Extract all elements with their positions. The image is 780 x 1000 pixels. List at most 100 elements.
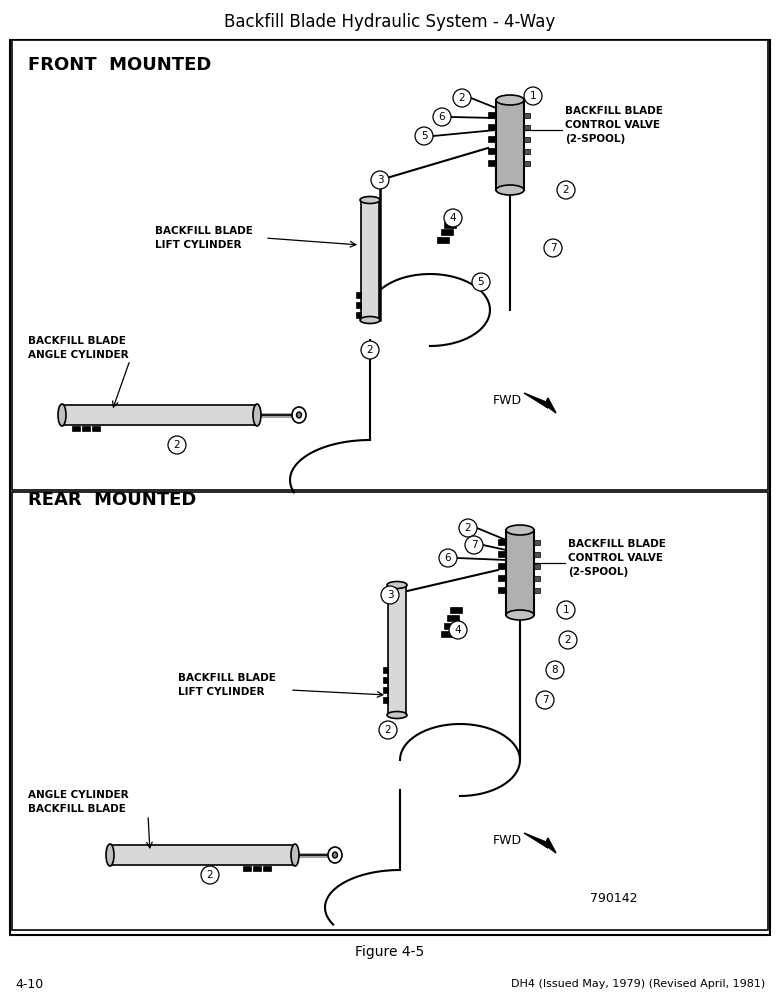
Bar bbox=[441, 229, 453, 235]
Circle shape bbox=[472, 273, 490, 291]
Text: 1: 1 bbox=[562, 605, 569, 615]
Circle shape bbox=[557, 601, 575, 619]
Bar bbox=[356, 292, 361, 298]
Text: 2: 2 bbox=[207, 870, 213, 880]
Bar bbox=[447, 215, 459, 221]
Text: 6: 6 bbox=[438, 112, 445, 122]
Bar bbox=[498, 575, 506, 581]
Circle shape bbox=[465, 536, 483, 554]
Text: BACKFILL BLADE
LIFT CYLINDER: BACKFILL BLADE LIFT CYLINDER bbox=[178, 673, 276, 697]
Text: BACKFILL BLADE
ANGLE CYLINDER: BACKFILL BLADE ANGLE CYLINDER bbox=[28, 336, 129, 360]
Bar bbox=[488, 124, 496, 130]
Circle shape bbox=[557, 181, 575, 199]
Circle shape bbox=[544, 239, 562, 257]
Bar bbox=[524, 161, 530, 166]
Text: Figure 4-5: Figure 4-5 bbox=[356, 945, 424, 959]
Bar bbox=[488, 112, 496, 118]
Text: 2: 2 bbox=[459, 93, 466, 103]
Text: 4: 4 bbox=[455, 625, 461, 635]
Circle shape bbox=[415, 127, 433, 145]
Text: 5: 5 bbox=[420, 131, 427, 141]
Bar bbox=[534, 576, 540, 581]
Bar bbox=[441, 631, 453, 637]
Bar bbox=[12, 40, 768, 490]
Bar bbox=[488, 160, 496, 166]
Bar bbox=[356, 302, 361, 308]
Ellipse shape bbox=[296, 412, 302, 418]
Text: 1: 1 bbox=[530, 91, 537, 101]
Text: 4-10: 4-10 bbox=[15, 978, 43, 990]
Bar bbox=[488, 136, 496, 142]
Bar bbox=[534, 564, 540, 569]
Bar bbox=[12, 492, 768, 930]
Bar bbox=[524, 137, 530, 142]
Bar bbox=[488, 148, 496, 154]
Text: FRONT  MOUNTED: FRONT MOUNTED bbox=[28, 56, 211, 74]
Ellipse shape bbox=[58, 404, 66, 426]
Bar bbox=[444, 623, 456, 629]
Text: 7: 7 bbox=[470, 540, 477, 550]
Text: 2: 2 bbox=[367, 345, 374, 355]
Ellipse shape bbox=[387, 582, 407, 588]
Text: BACKFILL BLADE
LIFT CYLINDER: BACKFILL BLADE LIFT CYLINDER bbox=[155, 226, 253, 250]
Ellipse shape bbox=[328, 847, 342, 863]
Text: 2: 2 bbox=[174, 440, 180, 450]
Text: 2: 2 bbox=[385, 725, 392, 735]
Circle shape bbox=[439, 549, 457, 567]
Text: ANGLE CYLINDER
BACKFILL BLADE: ANGLE CYLINDER BACKFILL BLADE bbox=[28, 790, 129, 814]
Bar bbox=[383, 667, 388, 673]
Ellipse shape bbox=[360, 316, 380, 324]
Ellipse shape bbox=[506, 610, 534, 620]
Bar bbox=[253, 866, 261, 871]
Text: 6: 6 bbox=[445, 553, 452, 563]
Bar bbox=[498, 587, 506, 593]
Text: 2: 2 bbox=[465, 523, 471, 533]
Bar bbox=[524, 149, 530, 154]
Bar bbox=[361, 200, 379, 320]
Bar bbox=[498, 551, 506, 557]
Circle shape bbox=[546, 661, 564, 679]
Circle shape bbox=[433, 108, 451, 126]
Ellipse shape bbox=[253, 404, 261, 426]
Bar bbox=[383, 677, 388, 683]
Text: 3: 3 bbox=[377, 175, 383, 185]
Bar bbox=[110, 845, 295, 865]
Text: 8: 8 bbox=[551, 665, 558, 675]
Bar bbox=[437, 237, 449, 243]
Text: 2: 2 bbox=[565, 635, 571, 645]
Text: 4: 4 bbox=[450, 213, 456, 223]
Bar bbox=[496, 100, 524, 190]
Ellipse shape bbox=[506, 525, 534, 535]
Circle shape bbox=[559, 631, 577, 649]
Ellipse shape bbox=[106, 844, 114, 866]
Ellipse shape bbox=[291, 844, 299, 866]
Bar bbox=[534, 588, 540, 593]
Circle shape bbox=[449, 621, 467, 639]
Circle shape bbox=[371, 171, 389, 189]
Circle shape bbox=[201, 866, 219, 884]
Bar bbox=[383, 697, 388, 703]
Text: 790142: 790142 bbox=[590, 892, 637, 904]
Text: 2: 2 bbox=[562, 185, 569, 195]
Bar bbox=[10, 40, 770, 935]
Bar bbox=[383, 687, 388, 693]
Text: FWD: FWD bbox=[493, 393, 522, 406]
Circle shape bbox=[381, 586, 399, 604]
Circle shape bbox=[379, 721, 397, 739]
Bar bbox=[82, 426, 90, 431]
Polygon shape bbox=[524, 833, 556, 853]
Bar bbox=[62, 405, 257, 425]
Text: 7: 7 bbox=[550, 243, 556, 253]
Ellipse shape bbox=[332, 852, 338, 858]
Circle shape bbox=[459, 519, 477, 537]
Bar bbox=[92, 426, 100, 431]
Text: 5: 5 bbox=[477, 277, 484, 287]
Ellipse shape bbox=[360, 196, 380, 204]
Text: REAR  MOUNTED: REAR MOUNTED bbox=[28, 491, 197, 509]
Text: 7: 7 bbox=[541, 695, 548, 705]
Circle shape bbox=[524, 87, 542, 105]
Bar bbox=[534, 540, 540, 545]
Ellipse shape bbox=[496, 185, 524, 195]
Text: BACKFILL BLADE
CONTROL VALVE
(2-SPOOL): BACKFILL BLADE CONTROL VALVE (2-SPOOL) bbox=[568, 539, 666, 577]
Bar bbox=[498, 563, 506, 569]
